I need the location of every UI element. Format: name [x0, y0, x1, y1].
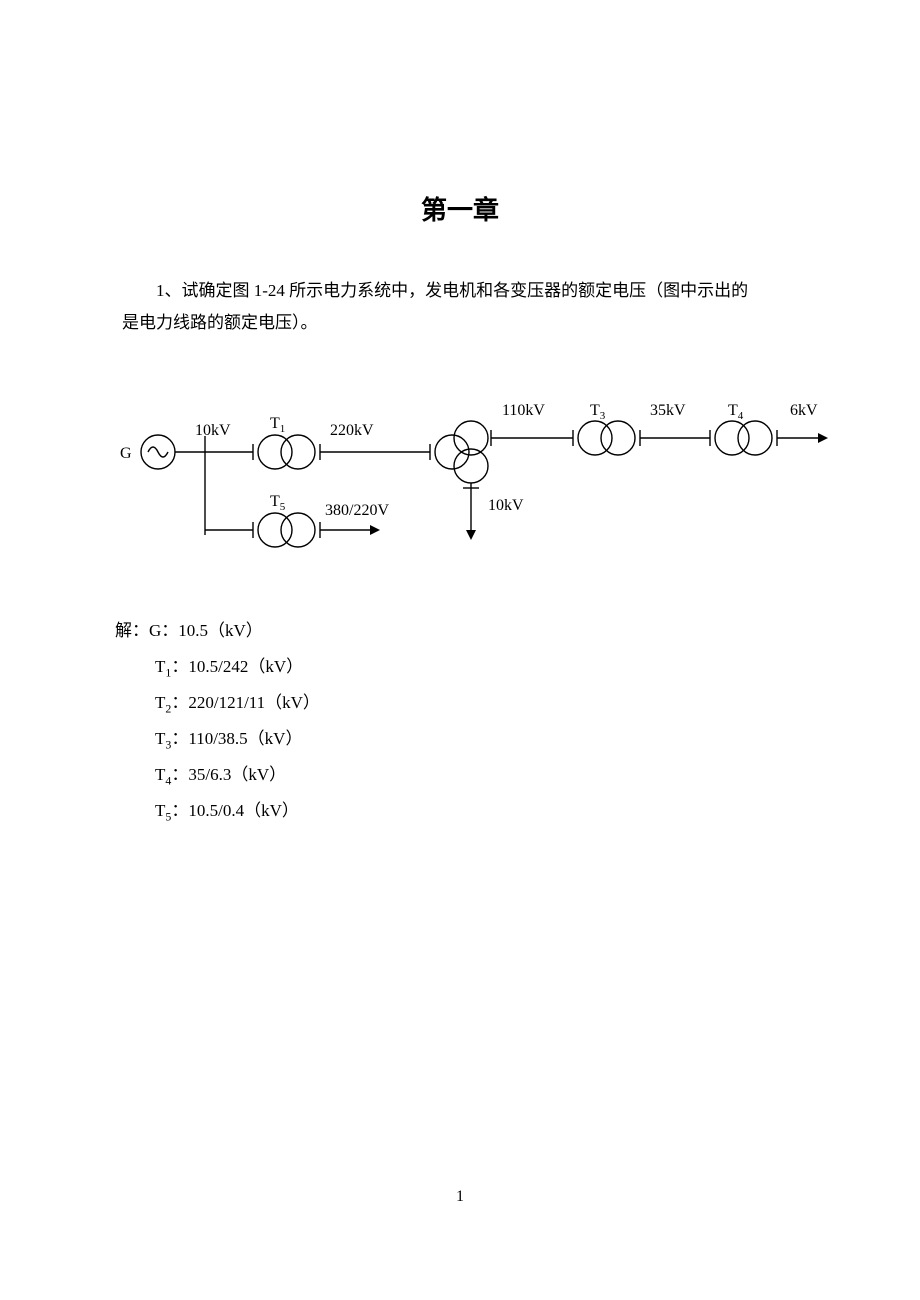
label-t4: T4	[728, 402, 744, 422]
solution-line-0: 解：G：10.5（kV）	[115, 615, 320, 651]
page: 第一章 1、试确定图 1-24 所示电力系统中，发电机和各变压器的额定电压（图中…	[0, 0, 920, 1300]
solution-line-1: T1：10.5/242（kV）	[115, 651, 320, 687]
label-g: G	[120, 445, 132, 462]
question-line2: 是电力线路的额定电压）。	[122, 307, 812, 339]
solution-line-4: T4：35/6.3（kV）	[115, 759, 320, 795]
solution-line-3: T3：110/38.5（kV）	[115, 723, 320, 759]
question-line1: 1、试确定图 1-24 所示电力系统中，发电机和各变压器的额定电压（图中示出的	[122, 275, 812, 307]
solution-block: 解：G：10.5（kV） T1：10.5/242（kV） T2：220/121/…	[115, 615, 320, 831]
label-220kv: 220kV	[330, 422, 374, 439]
sol0-label: G：	[149, 621, 178, 640]
solution-line-2: T2：220/121/11（kV）	[115, 687, 320, 723]
page-number: 1	[0, 1188, 920, 1206]
solution-prefix: 解：	[115, 621, 149, 640]
label-10kv-tap: 10kV	[488, 497, 524, 514]
sol1-val: ：10.5/242（kV）	[171, 657, 303, 676]
solution-line-5: T5：10.5/0.4（kV）	[115, 795, 320, 831]
diagram-svg: G 10kV T1 220kV 110kV T3 35kV T4 6kV T5 …	[110, 380, 830, 570]
label-110kv: 110kV	[502, 402, 545, 419]
sol5-label: T	[155, 801, 165, 820]
sol2-val: ：220/121/11（kV）	[171, 693, 320, 712]
sol2-label: T	[155, 693, 165, 712]
chapter-title: 第一章	[0, 190, 920, 227]
power-system-diagram: G 10kV T1 220kV 110kV T3 35kV T4 6kV T5 …	[110, 380, 830, 570]
label-380-220v: 380/220V	[325, 502, 389, 519]
label-t3: T3	[590, 402, 606, 422]
label-t5: T5	[270, 493, 286, 513]
label-t1: T1	[270, 415, 285, 435]
sol1-label: T	[155, 657, 165, 676]
question-text: 1、试确定图 1-24 所示电力系统中，发电机和各变压器的额定电压（图中示出的 …	[122, 275, 812, 340]
sol4-label: T	[155, 765, 165, 784]
label-6kv: 6kV	[790, 402, 818, 419]
label-10kv: 10kV	[195, 422, 231, 439]
sol0-val: 10.5（kV）	[178, 621, 263, 640]
label-35kv: 35kV	[650, 402, 686, 419]
sol5-val: ：10.5/0.4（kV）	[171, 801, 299, 820]
sol4-val: ：35/6.3（kV）	[171, 765, 286, 784]
sol3-val: ：110/38.5（kV）	[171, 729, 302, 748]
sol3-label: T	[155, 729, 165, 748]
